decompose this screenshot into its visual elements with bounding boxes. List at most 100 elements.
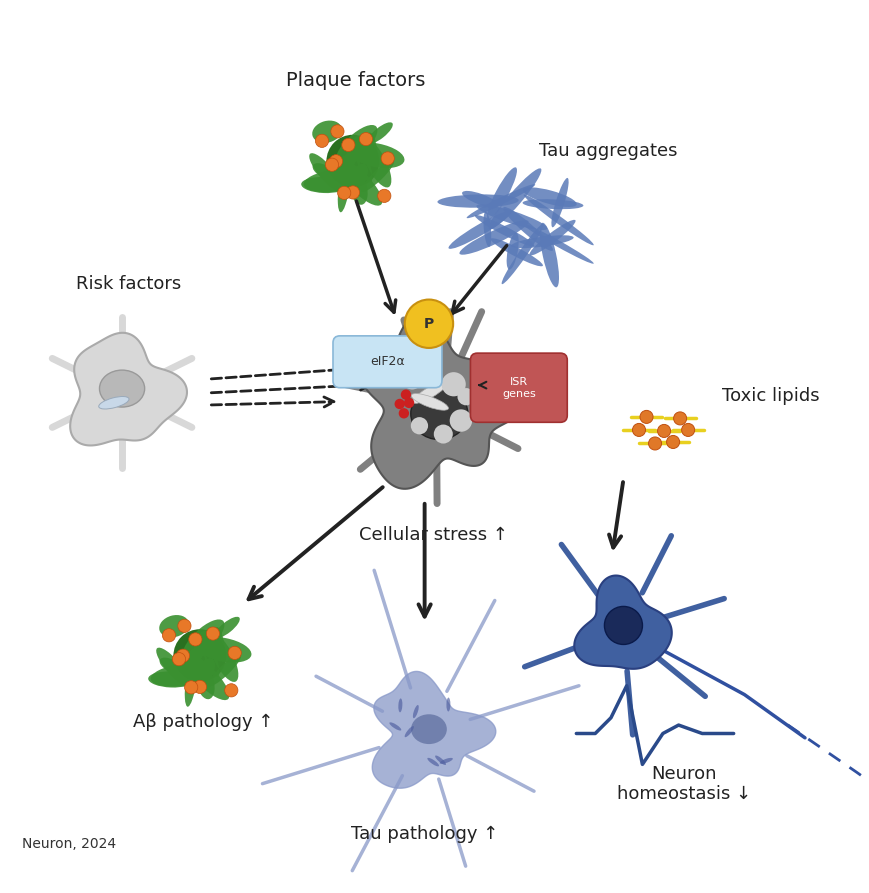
Circle shape — [346, 186, 359, 199]
Text: Tau aggregates: Tau aggregates — [538, 142, 676, 160]
Circle shape — [189, 633, 202, 646]
Ellipse shape — [427, 758, 439, 766]
Polygon shape — [70, 333, 187, 446]
Ellipse shape — [159, 615, 189, 638]
Ellipse shape — [487, 167, 516, 220]
Ellipse shape — [208, 633, 238, 682]
Ellipse shape — [337, 157, 350, 213]
Circle shape — [172, 653, 185, 666]
Ellipse shape — [347, 136, 370, 162]
Circle shape — [457, 388, 474, 405]
Ellipse shape — [312, 163, 338, 180]
Circle shape — [410, 417, 428, 434]
Circle shape — [434, 424, 452, 444]
Ellipse shape — [303, 169, 367, 192]
Ellipse shape — [367, 122, 393, 144]
Polygon shape — [574, 575, 671, 669]
Ellipse shape — [308, 154, 343, 192]
Ellipse shape — [361, 160, 394, 192]
Ellipse shape — [335, 158, 381, 205]
Ellipse shape — [476, 204, 547, 230]
Ellipse shape — [522, 188, 576, 207]
Ellipse shape — [439, 758, 453, 764]
Ellipse shape — [348, 172, 368, 204]
Ellipse shape — [348, 143, 404, 168]
FancyBboxPatch shape — [333, 336, 441, 388]
Circle shape — [325, 158, 338, 171]
Text: Cellular stress ↑: Cellular stress ↑ — [358, 526, 507, 544]
Circle shape — [330, 125, 343, 138]
Circle shape — [193, 680, 206, 694]
Ellipse shape — [461, 191, 498, 207]
Ellipse shape — [99, 370, 144, 407]
Circle shape — [604, 606, 641, 645]
Circle shape — [381, 152, 394, 165]
Circle shape — [176, 649, 189, 663]
FancyBboxPatch shape — [470, 353, 567, 422]
Text: eIF2α: eIF2α — [369, 355, 404, 368]
Ellipse shape — [446, 697, 450, 712]
Ellipse shape — [98, 396, 129, 409]
Ellipse shape — [483, 212, 491, 246]
Ellipse shape — [312, 121, 342, 143]
Circle shape — [206, 627, 219, 640]
Circle shape — [337, 187, 350, 199]
Ellipse shape — [410, 714, 447, 744]
Circle shape — [394, 399, 404, 409]
Text: Toxic lipids: Toxic lipids — [721, 388, 819, 405]
Circle shape — [449, 409, 472, 432]
Circle shape — [657, 424, 670, 438]
Ellipse shape — [182, 620, 224, 659]
Circle shape — [666, 436, 679, 448]
Ellipse shape — [335, 125, 377, 164]
Circle shape — [377, 189, 390, 203]
Ellipse shape — [488, 168, 541, 230]
Circle shape — [673, 412, 686, 425]
Text: Neuron, 2024: Neuron, 2024 — [22, 837, 116, 851]
Text: Neuron
homeostasis ↓: Neuron homeostasis ↓ — [616, 764, 750, 804]
Circle shape — [404, 299, 453, 348]
Ellipse shape — [510, 235, 573, 248]
Circle shape — [163, 629, 176, 642]
Ellipse shape — [502, 207, 553, 251]
Ellipse shape — [389, 722, 401, 730]
Circle shape — [315, 134, 328, 147]
Ellipse shape — [194, 630, 218, 655]
Ellipse shape — [412, 381, 447, 404]
Ellipse shape — [490, 238, 542, 266]
Circle shape — [359, 132, 372, 146]
Ellipse shape — [410, 388, 468, 439]
Ellipse shape — [343, 163, 368, 196]
Ellipse shape — [501, 224, 543, 284]
Circle shape — [401, 389, 411, 400]
Text: Tau pathology ↑: Tau pathology ↑ — [350, 825, 498, 843]
Ellipse shape — [551, 178, 568, 228]
Circle shape — [401, 369, 422, 389]
Ellipse shape — [355, 147, 372, 182]
Circle shape — [177, 619, 191, 632]
Polygon shape — [360, 316, 527, 488]
Ellipse shape — [196, 637, 251, 663]
Circle shape — [173, 630, 226, 682]
Ellipse shape — [337, 156, 359, 191]
Ellipse shape — [196, 667, 215, 699]
Ellipse shape — [176, 655, 206, 683]
Ellipse shape — [434, 755, 446, 765]
Circle shape — [632, 423, 645, 437]
Circle shape — [640, 411, 653, 423]
Ellipse shape — [366, 132, 377, 165]
Ellipse shape — [474, 215, 534, 246]
Ellipse shape — [202, 642, 219, 677]
Ellipse shape — [159, 657, 185, 675]
Circle shape — [224, 684, 237, 697]
Ellipse shape — [150, 663, 214, 687]
Ellipse shape — [361, 138, 391, 188]
Ellipse shape — [459, 221, 528, 255]
Circle shape — [184, 680, 197, 694]
Circle shape — [403, 397, 414, 408]
Ellipse shape — [506, 233, 518, 270]
Ellipse shape — [214, 627, 224, 659]
Ellipse shape — [184, 651, 197, 706]
Ellipse shape — [182, 653, 229, 700]
Ellipse shape — [301, 177, 347, 193]
